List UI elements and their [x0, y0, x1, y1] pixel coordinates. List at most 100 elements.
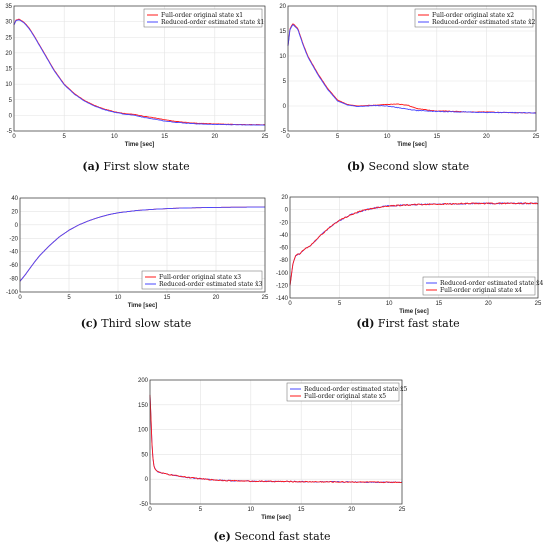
chart-third-slow-state: 0 5 10 15 20 25 -100 -80 -60 -40 -20 0 20 40 Time [sec…	[6, 196, 269, 309]
panel-first-slow-state: 0 5 10 15 20 25 -5 0 5 10 15 20 25 30 35 Time [sec] Full…	[0, 0, 272, 182]
y-tick-label: -20	[279, 220, 288, 226]
y-tick-label: -20	[9, 236, 18, 242]
y-tick-label: -40	[9, 250, 18, 256]
caption-third-slow-state: (c) Third slow state	[0, 317, 272, 330]
x-tick-label: 15	[164, 295, 171, 301]
caption-letter: (b)	[346, 160, 365, 173]
y-tick-label: 10	[5, 82, 12, 88]
x-tick-label: 25	[533, 134, 540, 140]
axes-box	[287, 5, 537, 132]
y-tick-label: 25	[5, 35, 12, 41]
y-tick-label: 50	[141, 452, 148, 458]
axes-box	[289, 196, 539, 299]
y-tick-label: 30	[5, 20, 12, 26]
x-tick-label: 5	[338, 301, 342, 307]
caption-letter: (c)	[80, 317, 98, 330]
y-tick-label: -140	[276, 296, 289, 302]
legend-box	[143, 8, 263, 28]
y-tick-label: 20	[11, 209, 18, 215]
panel-third-slow-state: 0 5 10 15 20 25 -100 -80 -60 -40 -20 0 20 40 Time [sec…	[0, 188, 272, 368]
y-tick-label: 0	[285, 208, 289, 214]
x-tick-label: 15	[298, 507, 305, 513]
x-tick-label: 0	[288, 301, 292, 307]
x-tick-label: 0	[286, 134, 290, 140]
x-axis-label: Time [sec]	[128, 303, 158, 309]
x-tick-label: 5	[67, 295, 71, 301]
x-tick-label: 0	[18, 295, 22, 301]
y-tick-label: 20	[5, 51, 12, 57]
panel-second-slow-state: 0 5 10 15 20 25 -5 0 5 10 15 20 Time [sec] Full-order…	[272, 0, 544, 182]
legend-entry-2: Reduced-order estimated state x̂3	[159, 281, 262, 288]
x-tick-label: 25	[262, 295, 269, 301]
y-tick-label: 0	[145, 477, 149, 483]
x-tick-label: 15	[433, 134, 440, 140]
caption-second-slow-state: (b) Second slow state	[272, 160, 544, 173]
x-tick-label: 20	[485, 301, 492, 307]
y-tick-label: -5	[7, 129, 13, 135]
caption-text: Second slow state	[364, 160, 470, 173]
axes-box	[149, 379, 403, 505]
y-tick-label: -120	[276, 283, 289, 289]
caption-text: First fast state	[374, 317, 460, 330]
x-tick-label: 5	[199, 507, 203, 513]
legend-entry-2: Reduced-order estimated state x̂1	[161, 19, 264, 26]
legend-entry-1: Full-order original state x2	[432, 12, 514, 19]
x-tick-label: 10	[247, 507, 254, 513]
y-tick-label: 15	[5, 67, 12, 73]
caption-first-slow-state: (a) First slow state	[0, 160, 272, 173]
caption-letter: (d)	[356, 317, 375, 330]
y-tick-label: -60	[9, 263, 18, 269]
x-tick-label: 5	[336, 134, 340, 140]
x-tick-label: 10	[386, 301, 393, 307]
series-line-2	[289, 202, 539, 286]
legend-entry-2: Full-order original state x5	[304, 393, 386, 400]
y-tick-label: 0	[9, 113, 13, 119]
x-tick-label: 5	[63, 134, 67, 140]
x-tick-label: 10	[115, 295, 122, 301]
y-tick-label: 40	[11, 196, 18, 202]
legend-entry-1: Full-order original state x3	[159, 274, 241, 281]
y-tick-label: 15	[279, 29, 286, 35]
axes-box	[13, 5, 266, 132]
y-tick-label: -80	[9, 277, 18, 283]
series-line-2	[13, 19, 266, 126]
y-tick-label: 0	[283, 104, 287, 110]
y-tick-label: -60	[279, 246, 288, 252]
panel-second-fast-state: 0 5 10 15 20 25 -50 0 50 100 150 200 Time [sec] Reduc…	[130, 372, 414, 550]
y-tick-label: -50	[139, 502, 148, 508]
legend-box	[414, 8, 534, 28]
legend-entry-2: Reduced-order estimated state x̂2	[432, 19, 535, 26]
y-tick-label: 35	[5, 4, 12, 10]
y-tick-label: 200	[138, 378, 149, 384]
x-tick-label: 10	[111, 134, 118, 140]
chart-first-fast-state: 0 5 10 15 20 25 -140 -120 -100 -80 -60 -40 -20 0 20 Tim…	[276, 195, 543, 315]
panel-first-fast-state: 0 5 10 15 20 25 -140 -120 -100 -80 -60 -40 -20 0 20 Tim…	[272, 188, 544, 368]
y-tick-label: -100	[6, 290, 19, 296]
series-line-2	[149, 394, 402, 484]
caption-text: First slow state	[99, 160, 190, 173]
caption-letter: (a)	[82, 160, 100, 173]
y-tick-label: 150	[138, 403, 149, 409]
series-line-2	[287, 24, 537, 114]
x-axis-label: Time [sec]	[397, 142, 427, 148]
legend-box	[286, 382, 400, 402]
x-tick-label: 25	[262, 134, 269, 140]
y-tick-label: 5	[9, 98, 13, 104]
x-tick-label: 25	[535, 301, 542, 307]
x-tick-label: 20	[483, 134, 490, 140]
y-tick-label: -100	[276, 271, 289, 277]
axes-box	[19, 197, 266, 293]
y-tick-label: 5	[283, 79, 287, 85]
x-tick-label: 15	[435, 301, 442, 307]
caption-text: Third slow state	[97, 317, 192, 330]
x-axis-label: Time [sec]	[125, 142, 155, 148]
y-tick-label: -40	[279, 233, 288, 239]
x-tick-label: 10	[384, 134, 391, 140]
x-tick-label: 20	[213, 295, 220, 301]
y-tick-label: 100	[138, 428, 149, 434]
x-tick-label: 20	[211, 134, 218, 140]
legend-entry-2: Full-order original state x4	[440, 287, 522, 294]
y-tick-label: -80	[279, 258, 288, 264]
